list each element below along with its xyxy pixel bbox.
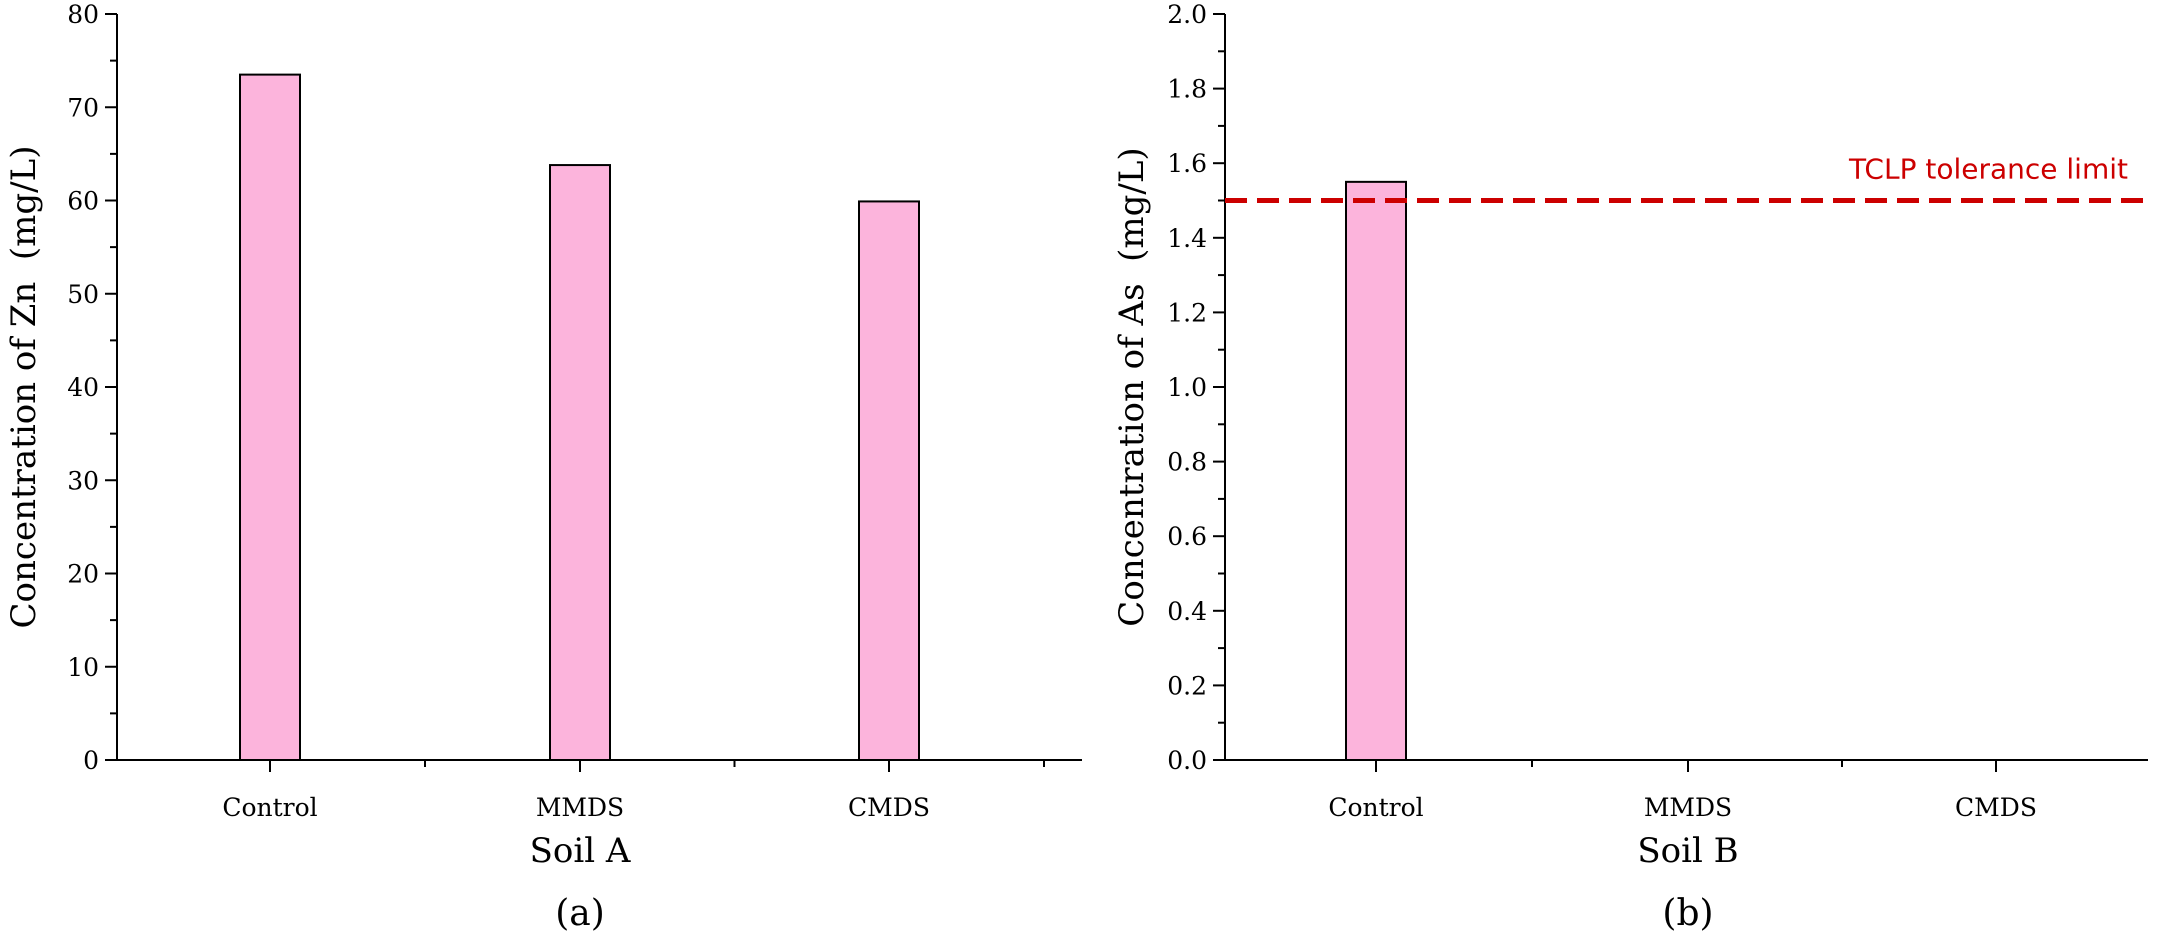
panel-b-y-tick-label: 1.6 (1167, 149, 1207, 178)
panel-a: 0 10 20 30 40 50 60 70 80 Control MMDS CMDS Soil A… (4, 0, 1082, 934)
panel-a-bar-mmds (549, 164, 611, 761)
panel-a-x-ticks: Control MMDS CMDS (222, 760, 1045, 822)
panel-a-y-tick-label: 60 (67, 187, 99, 216)
panel-a-label: (a) (555, 893, 605, 934)
panel-a-y-tick-label: 40 (67, 373, 99, 402)
panel-a-bar-cmds (858, 200, 920, 761)
panel-b-x-tick-label: MMDS (1644, 793, 1732, 822)
panel-b-y-tick-label: 1.4 (1167, 224, 1207, 253)
panel-a-y-ticks: 0 10 20 30 40 50 60 70 80 (67, 0, 117, 775)
panel-b-y-tick-label: 0.2 (1167, 671, 1207, 700)
panel-a-y-tick-label: 30 (67, 466, 99, 495)
panel-a-y-tick-label: 0 (83, 746, 99, 775)
panel-b-y-tick-label: 2.0 (1167, 0, 1207, 29)
panel-b-y-ticks: 0.0 0.2 0.4 0.6 0.8 1.0 1.2 1.4 1.6 1.8 2.0 (1167, 0, 1225, 775)
panel-b-x-axis-title: Soil B (1637, 831, 1738, 871)
panel-a-x-tick-label: MMDS (536, 793, 624, 822)
panel-b-y-tick-label: 0.0 (1167, 746, 1207, 775)
panel-b-bar-control (1345, 180, 1407, 762)
panel-a-y-tick-label: 10 (67, 653, 99, 682)
panel-a-x-axis-title: Soil A (530, 831, 631, 871)
panel-b-y-tick-label: 1.0 (1167, 373, 1207, 402)
panel-a-y-tick-label: 70 (67, 93, 99, 122)
panel-a-y-tick-label: 50 (67, 280, 99, 309)
panel-b-bars (1345, 180, 1407, 762)
panel-b-reference-line-group: TCLP tolerance limit (1225, 153, 2148, 203)
panel-a-bars (239, 73, 920, 762)
panel-a-x-tick-label: CMDS (848, 793, 930, 822)
panel-b-y-axis-title: Concentration of As (mg/L) (1112, 147, 1152, 626)
panel-b-reference-line-label: TCLP tolerance limit (1848, 153, 2128, 186)
panel-b-x-ticks: Control MMDS CMDS (1328, 760, 2037, 822)
panel-b-y-tick-label: 0.6 (1167, 522, 1207, 551)
panel-b-y-tick-label: 1.2 (1167, 298, 1207, 327)
panel-b-label: (b) (1662, 893, 1713, 934)
panel-b-y-tick-label: 0.8 (1167, 448, 1207, 477)
panel-b-x-tick-label: Control (1328, 793, 1423, 822)
panel-a-bar-control (239, 73, 301, 762)
panel-a-x-tick-label: Control (222, 793, 317, 822)
panel-a-y-tick-label: 20 (67, 560, 99, 589)
panel-b-x-tick-label: CMDS (1955, 793, 2037, 822)
panel-a-y-tick-label: 80 (67, 0, 99, 29)
panel-a-y-axis-title: Concentration of Zn (mg/L) (4, 146, 44, 629)
panel-b-y-tick-label: 0.4 (1167, 597, 1207, 626)
panel-b: 0.0 0.2 0.4 0.6 0.8 1.0 1.2 1.4 1.6 1.8 2.0 Contro… (1112, 0, 2148, 934)
panel-b-y-tick-label: 1.8 (1167, 75, 1207, 104)
